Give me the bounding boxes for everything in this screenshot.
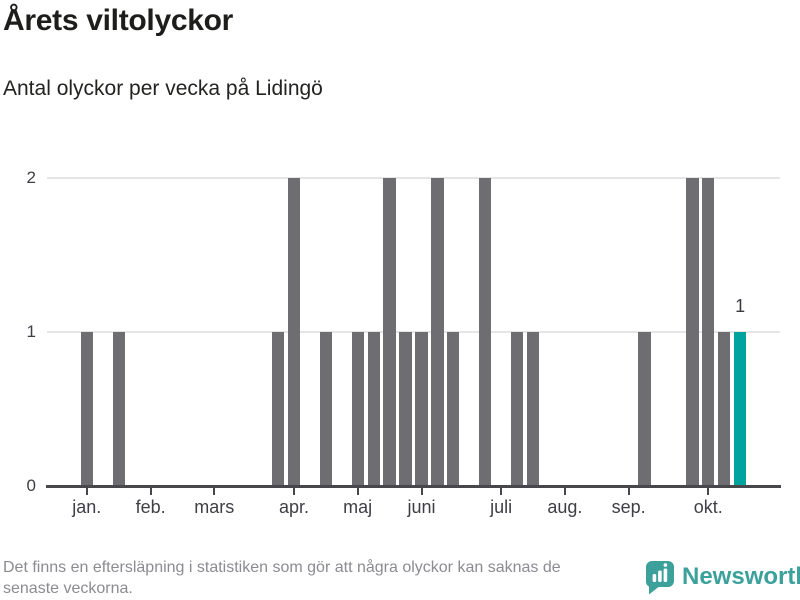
bar-week-42 bbox=[702, 178, 715, 486]
y-axis-label-1: 1 bbox=[26, 322, 36, 341]
footer-note: Det finns en eftersläpning i statistiken… bbox=[3, 558, 561, 599]
x-axis-tick-mars bbox=[213, 488, 216, 495]
bar-week-21 bbox=[367, 332, 380, 486]
x-axis-label-sep: sep. bbox=[611, 497, 646, 517]
x-axis-tick-aug bbox=[563, 488, 566, 495]
bar-week-20 bbox=[351, 332, 364, 486]
footer-note-line-2: senaste veckorna. bbox=[3, 579, 133, 597]
chart-subtitle: Antal olyckor per vecka på Lidingö bbox=[3, 77, 323, 100]
x-axis-label-okt: okt. bbox=[693, 497, 723, 517]
x-axis-tick-feb bbox=[149, 488, 152, 495]
bar-week-24 bbox=[415, 332, 428, 486]
x-axis-line bbox=[46, 485, 781, 488]
x-axis-tick-juni bbox=[420, 488, 423, 495]
bar-week-16 bbox=[287, 178, 301, 486]
x-axis-label-juli: juli bbox=[490, 497, 513, 517]
bar-week-38 bbox=[638, 332, 651, 486]
bar-week-43 bbox=[718, 332, 731, 486]
x-axis-label-juni: juni bbox=[407, 497, 436, 517]
bar-week-26 bbox=[447, 332, 460, 486]
bar-week-5 bbox=[112, 332, 125, 486]
y-axis-label-2: 2 bbox=[26, 168, 36, 187]
x-axis-tick-maj bbox=[356, 488, 359, 495]
bar-week-15 bbox=[271, 332, 285, 486]
x-axis-label-aug: aug. bbox=[547, 497, 583, 517]
x-axis-tick-apr bbox=[293, 488, 295, 495]
highlight-value-label: 1 bbox=[735, 296, 746, 316]
x-axis-label-mars: mars bbox=[194, 497, 235, 517]
footer-note-line-1: Det finns en eftersläpning i statistiken… bbox=[3, 559, 561, 576]
gridline-value-2 bbox=[47, 177, 780, 179]
x-axis-label-apr: apr. bbox=[278, 497, 310, 517]
newsworthy-bubble-chart-icon bbox=[645, 560, 675, 600]
bar-week-30 bbox=[510, 332, 524, 486]
bar-week-23 bbox=[399, 332, 412, 486]
x-axis-label-jan: jan. bbox=[72, 497, 102, 517]
x-axis-label-feb: feb. bbox=[135, 497, 166, 517]
x-axis-tick-jan bbox=[85, 488, 88, 495]
bar-week-25 bbox=[431, 178, 444, 486]
bar-week-41 bbox=[686, 178, 699, 486]
newsworthy-wordmark: Newsworthy bbox=[682, 563, 800, 590]
x-axis-tick-okt bbox=[707, 488, 710, 495]
bar-week-28 bbox=[479, 178, 492, 486]
x-axis-tick-juli bbox=[500, 488, 503, 495]
bar-week-44 bbox=[734, 332, 747, 486]
bar-week-31 bbox=[526, 332, 540, 486]
newsworthy-logo: Newsworthy bbox=[645, 560, 800, 600]
bar-week-3 bbox=[80, 332, 93, 486]
x-axis-label-maj: maj bbox=[343, 497, 373, 517]
plot-area bbox=[47, 177, 780, 486]
bar-week-22 bbox=[383, 178, 396, 486]
x-axis-tick-sep bbox=[627, 488, 630, 495]
chart-title: Årets viltolyckor bbox=[3, 4, 233, 37]
y-axis-label-0: 0 bbox=[26, 476, 36, 495]
gridline-value-1 bbox=[47, 331, 780, 333]
bar-week-18 bbox=[319, 332, 333, 486]
